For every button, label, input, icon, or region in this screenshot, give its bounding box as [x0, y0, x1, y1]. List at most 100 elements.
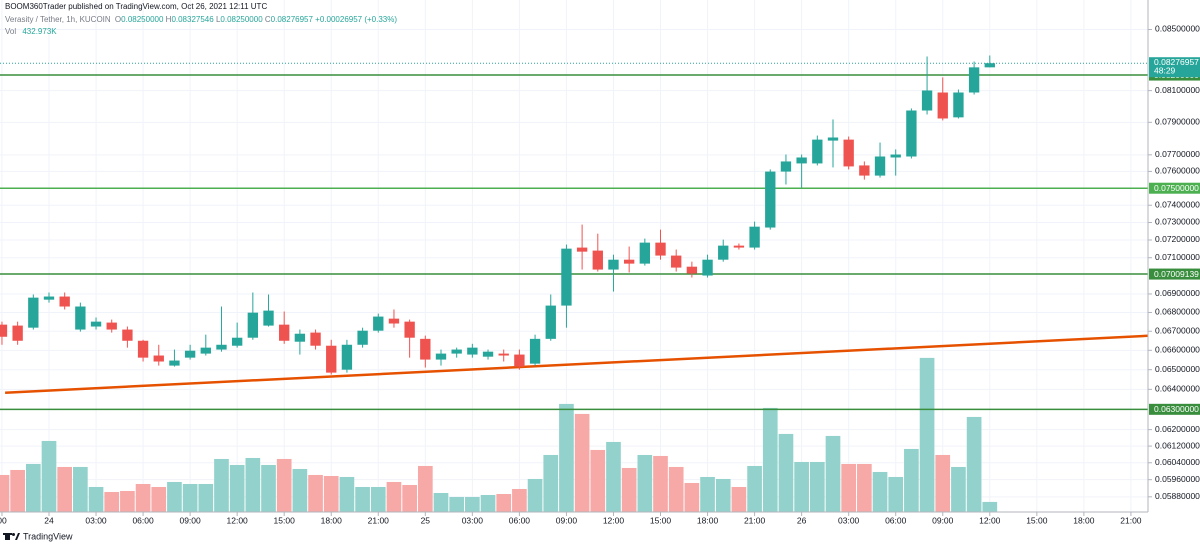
- volume-bar: [794, 461, 809, 512]
- candle-body: [780, 161, 792, 172]
- y-tick-label: 0.07200000: [1155, 234, 1200, 244]
- volume-bar: [527, 478, 543, 512]
- volume-bar: [543, 454, 559, 512]
- volume-bar: [574, 413, 590, 512]
- x-tick-label: 09:00: [932, 515, 954, 525]
- candle-body: [341, 344, 353, 370]
- candle-body: [373, 316, 384, 331]
- x-tick-label: 06:00: [509, 515, 531, 525]
- y-tick-label: 0.06700000: [1155, 326, 1200, 336]
- attribution: BOOM360Trader published on TradingView.c…: [5, 2, 267, 11]
- volume-bar: [57, 466, 73, 512]
- axes: 0.08500000 0.08100000 0.07900000 0.07700000…: [0, 24, 1200, 525]
- volume-bar: [590, 449, 606, 512]
- candle-body: [576, 247, 588, 252]
- candle-body: [12, 325, 23, 341]
- volume-bar: [778, 433, 794, 512]
- volume-bar: [512, 488, 527, 512]
- volume-bar: [919, 357, 935, 512]
- x-tick-label: 25: [421, 515, 431, 525]
- footer-logo: [3, 533, 20, 540]
- volume-bar: [292, 468, 308, 512]
- candle-body: [812, 139, 823, 164]
- x-tick-label: 00: [0, 515, 7, 525]
- candle-body: [561, 248, 572, 306]
- candle-body: [671, 255, 682, 268]
- x-tick-label: 26: [797, 515, 807, 525]
- volume-bar: [621, 467, 637, 512]
- volume-bar: [245, 457, 261, 512]
- volume-bar: [966, 416, 982, 512]
- x-tick-label: 15:00: [1026, 515, 1048, 525]
- candle-body: [404, 321, 415, 338]
- volume-bar: [370, 486, 386, 512]
- level-label-box: [1149, 403, 1200, 415]
- candle-body: [702, 259, 713, 276]
- x-tick-label: 09:00: [556, 515, 578, 525]
- volume-bar: [715, 478, 731, 512]
- volume-bar: [386, 481, 402, 512]
- ohlc-value: 0.08250000: [220, 15, 263, 24]
- volume-bar: [935, 454, 951, 512]
- plot-area: [0, 55, 1148, 512]
- candle-body: [137, 340, 149, 358]
- change: +0.00026957 (+0.33%): [315, 15, 397, 24]
- candle-body: [388, 318, 400, 324]
- ohlc-key: O: [115, 15, 121, 24]
- x-tick-label: 12:00: [603, 515, 625, 525]
- current-price-box: [1149, 57, 1200, 78]
- y-tick-label: 0.06900000: [1155, 288, 1200, 298]
- candle-body: [184, 350, 196, 358]
- ohlc-key: H: [166, 15, 172, 24]
- candle-body: [106, 322, 117, 330]
- candle-body: [435, 353, 447, 360]
- candle-body: [294, 333, 306, 342]
- volume-bar: [762, 407, 778, 512]
- y-tick-label: 0.07300000: [1155, 217, 1200, 227]
- x-tick-label: 15:00: [274, 515, 296, 525]
- candle-body: [216, 344, 227, 350]
- x-tick-label: 15:00: [650, 515, 672, 525]
- y-tick-label: 0.06040000: [1155, 457, 1200, 467]
- level-label-box: [1149, 182, 1200, 194]
- candle-body: [279, 324, 290, 341]
- level-label: 0.07500000: [1154, 183, 1199, 193]
- candle-body: [263, 310, 274, 326]
- volume-bar: [182, 483, 198, 512]
- volume-bar: [825, 435, 841, 512]
- candle-body: [623, 259, 635, 264]
- x-tick-label: 18:00: [321, 515, 343, 525]
- candle-body: [326, 345, 337, 373]
- ohlc-value: 0.08250000: [121, 15, 164, 24]
- candle-body: [592, 250, 603, 270]
- candle-body: [827, 137, 839, 141]
- volume-bar: [559, 403, 574, 512]
- y-tick-label: 0.05960000: [1155, 474, 1200, 484]
- volume-bar: [73, 466, 88, 512]
- volume-bar: [339, 476, 355, 512]
- candle-body: [749, 226, 760, 248]
- candle-body: [765, 171, 776, 228]
- y-tick-label: 0.07900000: [1155, 117, 1200, 127]
- candle-body: [639, 242, 651, 264]
- candle-body: [733, 245, 745, 248]
- volume-bar: [449, 496, 465, 512]
- volume-bar: [951, 466, 966, 512]
- candle-body: [514, 354, 525, 367]
- candle-body: [0, 324, 8, 337]
- ohlc-key: L: [216, 15, 221, 24]
- y-tick-label: 0.06500000: [1155, 364, 1200, 374]
- candle-body: [153, 355, 164, 362]
- candle-body: [984, 63, 995, 68]
- volume-bar: [433, 492, 449, 512]
- volume-bar: [151, 486, 167, 512]
- candle-body: [937, 92, 948, 119]
- candle-body: [310, 332, 321, 346]
- candle-body: [953, 92, 964, 118]
- volume-bar: [872, 471, 888, 512]
- x-tick-label: 09:00: [179, 515, 201, 525]
- candle-body: [169, 360, 180, 366]
- volume-bar: [0, 474, 10, 512]
- y-tick-label: 0.06200000: [1155, 424, 1200, 434]
- volume-bar: [731, 486, 747, 512]
